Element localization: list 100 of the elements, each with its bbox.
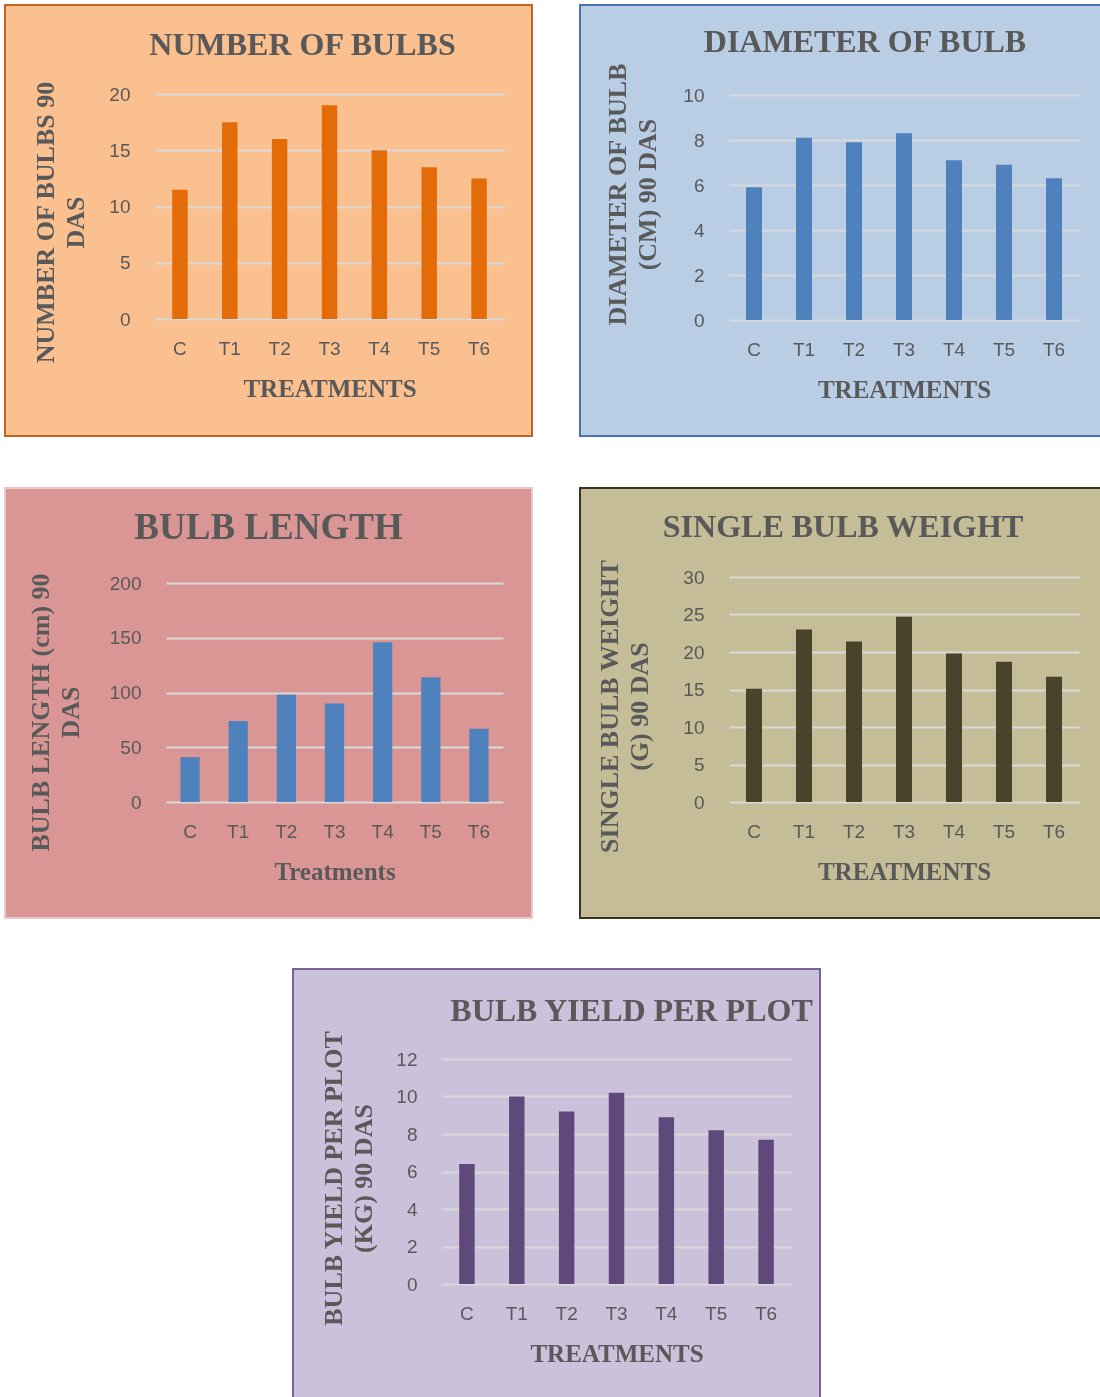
y-tick-label: 8 — [406, 1123, 418, 1145]
x-tick-label: T4 — [942, 820, 966, 842]
bar — [324, 703, 345, 802]
x-tick-label: T1 — [227, 820, 250, 842]
chart-title: DIAMETER OF BULB — [703, 22, 1027, 59]
y-tick-label: 10 — [683, 716, 705, 738]
bar — [796, 629, 812, 802]
bar — [321, 105, 338, 319]
chart-title: BULB YIELD PER PLOT — [450, 992, 813, 1029]
bar — [421, 677, 441, 802]
bar — [371, 150, 388, 319]
x-tick-label: C — [747, 820, 761, 842]
y-tick-label: 0 — [693, 309, 705, 331]
x-tick-label: C — [173, 337, 187, 359]
x-tick-label: T3 — [318, 337, 341, 359]
x-tick-label: T6 — [754, 1302, 778, 1324]
bar — [846, 142, 862, 320]
x-tick-label: T6 — [1042, 338, 1066, 360]
x-tick-label: T6 — [467, 337, 491, 359]
bar — [421, 167, 437, 319]
bar — [373, 642, 393, 802]
y-axis-title: SINGLE BULB WEIGHT (G) 90 DAS — [594, 560, 654, 853]
y-tick-label: 6 — [406, 1161, 418, 1182]
y-tick-label: 6 — [693, 174, 705, 196]
y-tick-label: 25 — [683, 604, 705, 625]
y-tick-label: 15 — [683, 679, 705, 700]
y-tick-label: 2 — [406, 1236, 418, 1257]
bar — [509, 1096, 525, 1284]
y-tick-label: 50 — [120, 736, 142, 758]
y-tick-label: 4 — [693, 219, 705, 241]
x-tick-label: C — [747, 338, 761, 360]
y-tick-label: 10 — [396, 1086, 418, 1107]
x-tick-label: T5 — [992, 820, 1016, 842]
bar — [746, 688, 762, 802]
y-tick-label: 10 — [109, 196, 131, 217]
bar — [558, 1111, 575, 1284]
bar — [708, 1130, 724, 1284]
x-tick-label: T6 — [467, 820, 491, 842]
y-tick-label: 4 — [406, 1198, 418, 1220]
y-tick-label: 5 — [693, 754, 705, 775]
x-tick-label: T3 — [892, 338, 916, 360]
bar — [896, 133, 912, 320]
bar — [658, 1117, 675, 1284]
y-axis-title: BULB LENGTH (cm) 90 DAS — [25, 573, 85, 852]
y-tick-label: 0 — [693, 791, 705, 813]
y-tick-label: 0 — [119, 308, 131, 330]
x-tick-label: T2 — [555, 1302, 578, 1324]
y-tick-label: 0 — [130, 791, 142, 813]
x-axis-title: TREATMENTS — [243, 374, 417, 402]
x-axis-title: TREATMENTS — [817, 857, 992, 885]
bar — [946, 160, 962, 320]
bar — [180, 757, 200, 802]
x-tick-label: T2 — [275, 820, 298, 842]
bar — [271, 139, 288, 319]
x-tick-label: T1 — [792, 820, 816, 842]
x-tick-label: C — [183, 820, 197, 842]
x-tick-label: T4 — [368, 337, 391, 359]
bar — [222, 122, 238, 319]
chart-title: SINGLE BULB WEIGHT — [662, 508, 1024, 545]
bar — [172, 189, 188, 319]
x-tick-label: T6 — [1042, 820, 1066, 842]
y-tick-label: 200 — [109, 572, 142, 594]
x-tick-label: T2 — [268, 337, 291, 359]
chart-title: NUMBER OF BULBS — [149, 25, 456, 62]
x-axis-title: TREATMENTS — [817, 375, 992, 403]
bar — [996, 661, 1012, 802]
bar — [946, 653, 962, 802]
x-tick-label: T5 — [418, 337, 441, 359]
y-tick-label: 30 — [683, 566, 705, 588]
x-tick-label: T3 — [605, 1302, 628, 1324]
x-tick-label: T2 — [842, 820, 866, 842]
x-tick-label: T2 — [842, 338, 866, 360]
x-tick-label: T1 — [792, 338, 816, 360]
y-tick-label: 20 — [109, 83, 131, 105]
bar — [276, 694, 296, 802]
bar — [471, 178, 487, 319]
x-tick-label: T3 — [892, 820, 916, 842]
x-tick-label: T3 — [323, 820, 346, 842]
y-axis-title: DIAMETER OF BULB (CM) 90 DAS — [602, 63, 662, 326]
y-tick-label: 20 — [683, 641, 705, 663]
y-tick-label: 2 — [693, 264, 705, 286]
x-tick-label: T5 — [992, 338, 1016, 360]
y-axis-title: NUMBER OF BULBS 90 DAS — [30, 81, 90, 364]
bar — [228, 720, 248, 802]
x-tick-label: C — [460, 1302, 474, 1324]
bar — [896, 616, 912, 802]
y-tick-label: 8 — [693, 129, 705, 151]
bar — [758, 1139, 774, 1284]
x-tick-label: T4 — [371, 820, 395, 842]
bar — [746, 187, 762, 320]
y-tick-label: 12 — [396, 1048, 418, 1070]
bar — [608, 1092, 625, 1284]
y-tick-label: 10 — [683, 84, 705, 106]
x-tick-label: T4 — [942, 338, 966, 360]
bar — [846, 641, 862, 802]
bar — [996, 164, 1012, 320]
y-tick-label: 100 — [109, 682, 142, 703]
chart-title: BULB LENGTH — [134, 505, 403, 547]
x-tick-label: T1 — [505, 1302, 528, 1324]
y-tick-label: 0 — [406, 1273, 418, 1295]
